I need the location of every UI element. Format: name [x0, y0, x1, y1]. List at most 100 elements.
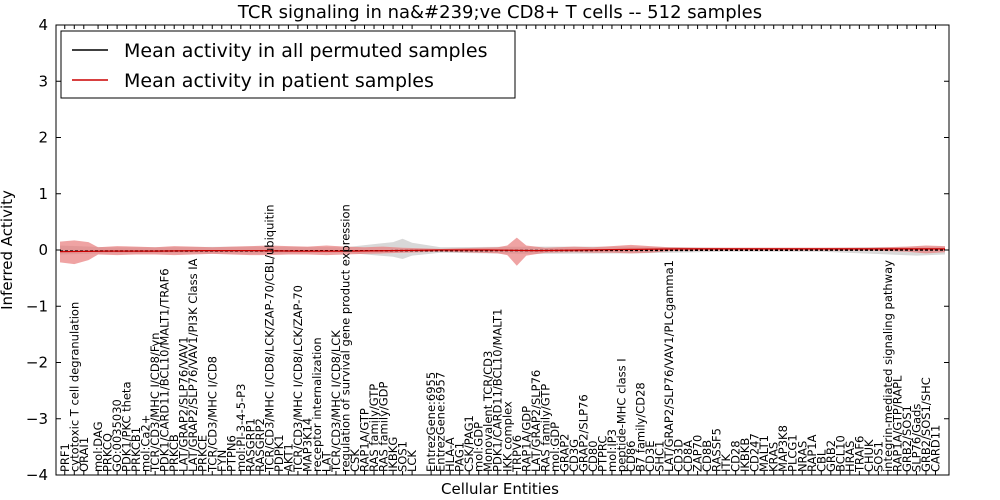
x-tick-label: RAS family/GTP [367, 384, 381, 472]
legend: Mean activity in all permuted samples Me… [60, 30, 516, 99]
x-tick-label: RASGRP1 [243, 418, 257, 472]
x-tick-label: PDK1/PKC theta [120, 382, 134, 472]
x-axis-label: Cellular Entities [441, 480, 559, 498]
y-tick-label: 0 [38, 241, 48, 259]
x-tick-label: RAP1A/GDP [519, 406, 533, 472]
x-tick-label: EntrezGene:6955 [424, 372, 438, 472]
x-tick-label: TRAF6 [852, 436, 866, 473]
x-tick-label: integrin-mediated signaling pathway [881, 260, 895, 472]
x-tick-label: SOS1 [871, 441, 885, 472]
x-tick-label: GRB2/SOS1 [900, 405, 914, 472]
x-tick-label: mol:Ca2+ [139, 415, 153, 472]
x-tick-label: RAS family/GTP [538, 384, 552, 472]
x-tick-label: SHC1 [653, 441, 667, 472]
x-tick-label: IKBKG [386, 437, 400, 472]
legend-label-permuted: Mean activity in all permuted samples [124, 40, 487, 62]
y-axis: 4 3 2 1 0 −1 −2 −3 −4 [26, 16, 949, 484]
y-tick-label: −1 [26, 297, 48, 315]
x-tick-label: LAT/GRAP2/SLP76 [529, 370, 543, 472]
patient-band-layer [60, 237, 945, 266]
x-tick-label: mol:GDP [472, 422, 486, 472]
x-tick-label: HLA-A [443, 437, 457, 472]
y-tick-label: 4 [38, 16, 48, 34]
x-tick-label: Monovalent TCR/CD3 [481, 351, 495, 472]
x-tick-label: FYN [215, 450, 229, 472]
legend-box [60, 30, 516, 99]
patient-confidence-band [60, 237, 945, 266]
x-tick-label: CD3D [672, 439, 686, 472]
x-tick-label: PRKCB1 [129, 427, 143, 472]
x-tick-label: CD86 [624, 441, 638, 473]
x-tick-label: LAT/GRAP2/SLP76/VAV1/PI3K Class IA [186, 258, 200, 472]
x-tick-label: ITK [719, 454, 733, 472]
x-tick-label: mol:DAG [91, 421, 105, 472]
x-tick-label: CBL [814, 449, 828, 472]
x-tick-label: SLP76/Gads [910, 404, 924, 472]
x-tick-label: LCK [405, 450, 419, 472]
x-tick-label: ORAI1 [77, 437, 91, 472]
x-tick-label: CSK/PAG1 [462, 415, 476, 472]
x-tick-label: ZAP70 [691, 435, 705, 472]
x-tick-label: GO:0035030 [110, 399, 124, 472]
x-tick-label: B7 family/CD28 [634, 382, 648, 472]
x-tick-label: MAP3K14 [300, 418, 314, 472]
x-tick-label: KRAS [767, 442, 781, 472]
x-tick-label: regulation of survival gene product expr… [339, 204, 353, 472]
x-tick-label: RAP1A/GTP/RAPL [890, 375, 904, 472]
x-tick-label: CD8B [700, 440, 714, 472]
x-tick-label: CD8A [681, 440, 695, 472]
x-tick-label: PAG1 [453, 442, 467, 472]
x-tick-label: CD28 [729, 440, 743, 472]
x-tick-label: NRAS [795, 441, 809, 472]
legend-label-patient: Mean activity in patient samples [124, 70, 434, 92]
x-tick-label: PTPN6 [224, 435, 238, 472]
x-tick-label: TCR/CD3/MHC I/CD8/Fyn [148, 332, 162, 473]
x-tick-label: IKK complex [500, 401, 514, 472]
y-tick-label: −4 [26, 466, 48, 484]
x-tick-label: TCR/CD3/MHC I/CD8/LCK/ZAP-70/CBL/ubiquit… [262, 204, 276, 473]
x-tick-label: RASGRP2 [253, 418, 267, 472]
x-tick-label: CHUK [862, 439, 876, 472]
x-tick-label: RAP1A/GTP [358, 408, 372, 472]
x-tick-label: CSK [348, 449, 362, 472]
x-tick-label: MALT1 [757, 435, 771, 472]
x-tick-label: LAT/GRAP2/SLP76/VAV1/PLCgamma1 [662, 260, 676, 472]
y-axis-label: Inferred Activity [0, 190, 16, 310]
x-tick-label: PTPRC [595, 436, 609, 472]
x-tick-label: CD3G [567, 439, 581, 472]
x-tick-label: mol:IP3 [605, 429, 619, 472]
x-tick-label: PDK1/CARD11/BCL10/MALT1/TRAF6 [158, 268, 172, 472]
x-tick-label: GRB2/SOS1/SHC [919, 377, 933, 472]
y-tick-label: −3 [26, 410, 48, 428]
x-tick-label: PDPK1 [272, 434, 286, 472]
y-tick-label: 1 [38, 185, 48, 203]
x-tick-label: LAT [320, 450, 334, 472]
x-tick-label: GRAP2 [557, 433, 571, 472]
x-tick-label: RAS family/GDP [377, 381, 391, 471]
series-line-patient [59, 248, 945, 253]
x-tick-label: PRKCE [196, 435, 210, 472]
x-tick-label: RAP1A [805, 434, 819, 472]
x-tick-label: CD247 [748, 433, 762, 472]
x-tick-label: receptor internalization [310, 337, 324, 472]
x-tick-label: mol:PI-3-4-5-P3 [234, 384, 248, 472]
y-tick-label: −2 [26, 354, 48, 372]
x-tick-label: GRB2 [824, 440, 838, 472]
x-tick-label: SOS1 [396, 441, 410, 472]
x-tick-label: TCR/CD3/MHC I/CD8 [205, 356, 219, 473]
x-tick-label: PDK1/CARD11/BCL10/MALT1 [491, 309, 505, 472]
x-tick-label: MAP3K8 [776, 425, 790, 472]
x-tick-label: TRPV6 [510, 435, 524, 473]
x-tick-label: HRAS [843, 441, 857, 472]
x-tick-label: PLCG1 [786, 434, 800, 472]
x-tick-label: CD80 [586, 440, 600, 472]
x-tick-label: PRF1 [58, 443, 72, 472]
x-tick-label: IKBKB [738, 438, 752, 472]
y-tick-label: 3 [38, 72, 48, 90]
x-tick-label: PRKCB [167, 434, 181, 472]
x-tick-label: TCR/CD3/MHC I/CD8/LCK [329, 330, 343, 473]
x-tick-label: cytotoxic T cell degranulation [67, 302, 81, 472]
x-tick-label: BCL10 [833, 435, 847, 472]
